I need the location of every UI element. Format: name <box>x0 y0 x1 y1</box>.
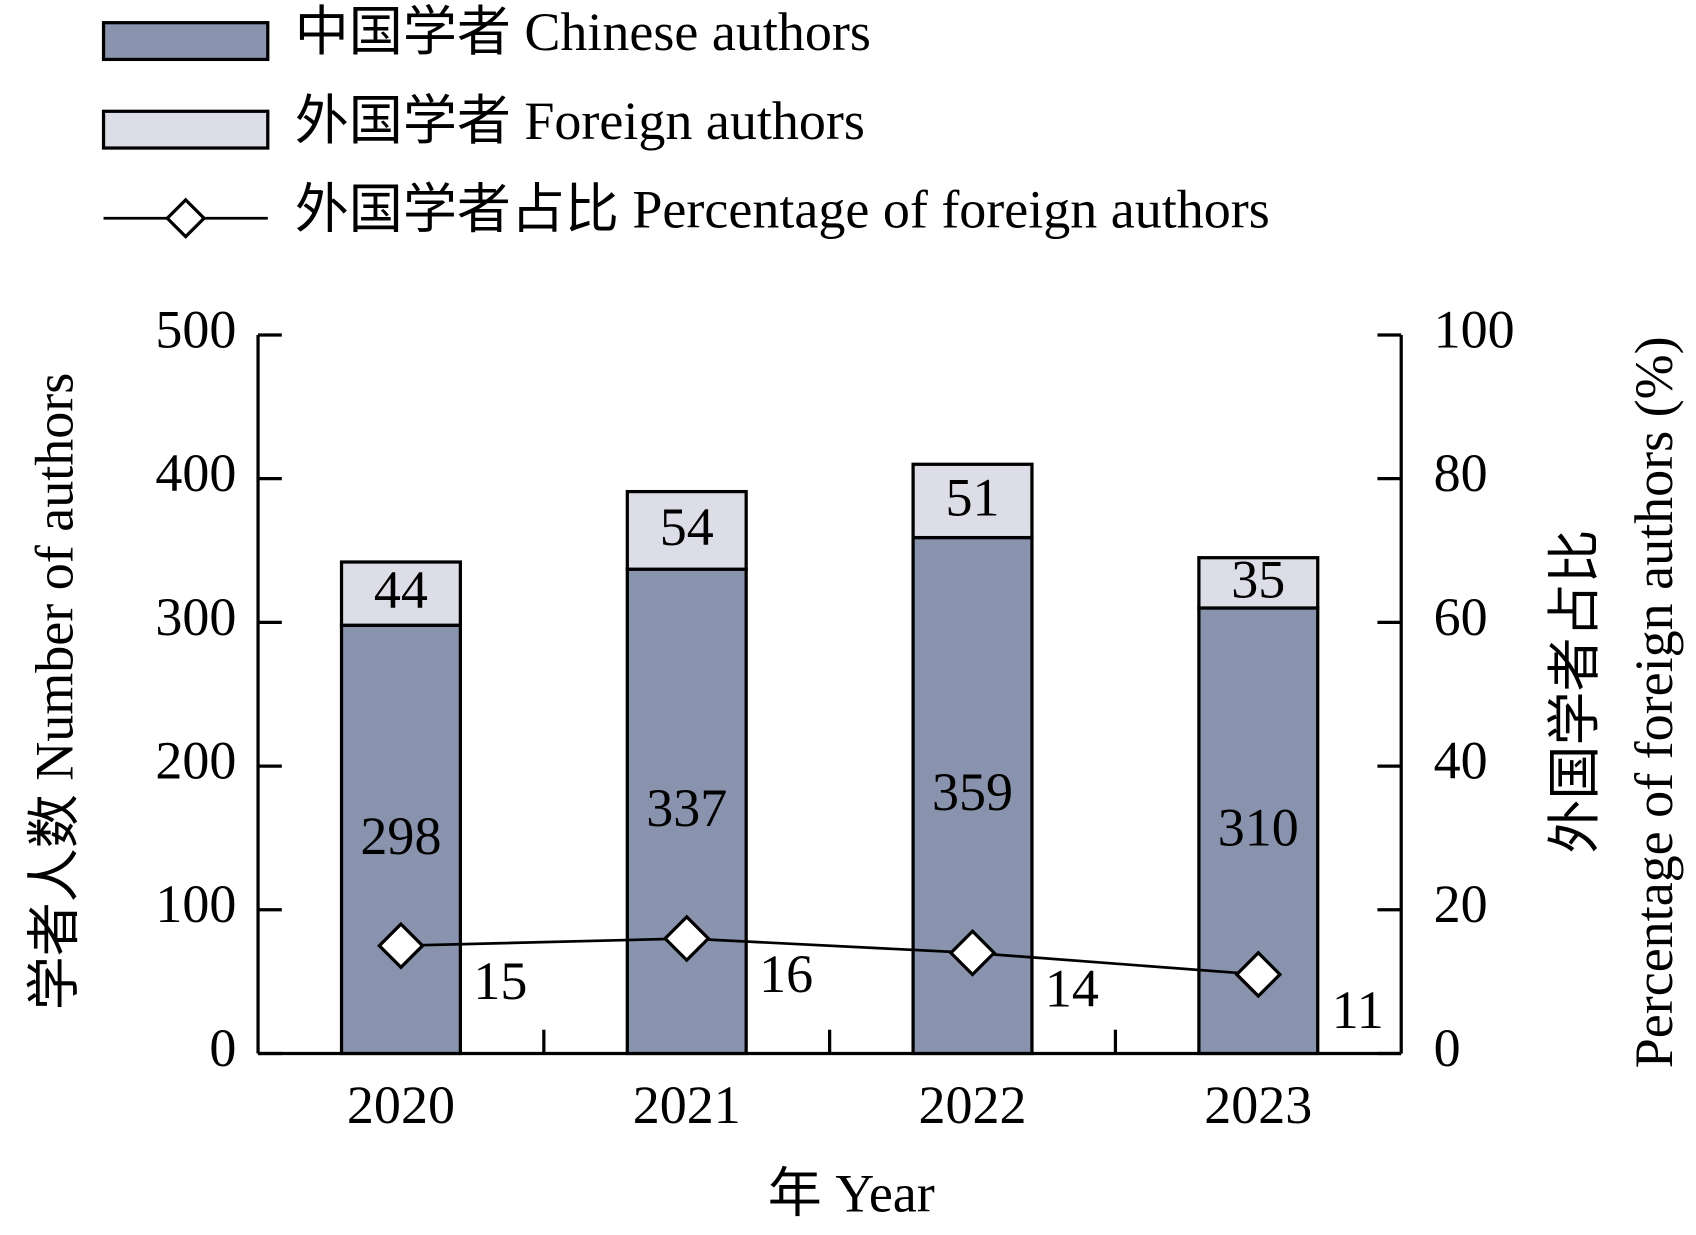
data-label: 337 <box>646 778 727 838</box>
y2-axis-label: 外国学者占比 <box>1545 529 1605 853</box>
bar-segment <box>911 462 1034 540</box>
y2-axis-label: Percentage of foreign authors (%) <box>1624 336 1684 1068</box>
y-axis-label: 学者人数 Number of authors <box>25 373 85 1011</box>
x-axis-label: 年 Year <box>768 1164 935 1224</box>
x-tick-label: 2020 <box>347 1075 455 1135</box>
data-label: 15 <box>473 951 527 1011</box>
marker <box>1234 950 1283 999</box>
y2-tick-label: 100 <box>1434 299 1515 359</box>
data-label: 11 <box>1332 980 1384 1040</box>
y2-tick-label: 20 <box>1434 874 1488 934</box>
y-tick-label: 300 <box>155 587 236 647</box>
x-tick-label: 2022 <box>919 1075 1027 1135</box>
line <box>400 937 1259 976</box>
x-tick-label: 2021 <box>633 1075 741 1135</box>
y2-tick-label: 0 <box>1434 1018 1461 1078</box>
y-tick-label: 0 <box>209 1018 236 1078</box>
y-tick-label: 200 <box>155 730 236 790</box>
data-label: 35 <box>1231 549 1285 609</box>
y2-tick-label: 60 <box>1434 587 1488 647</box>
bar-segment <box>625 489 748 571</box>
legend-swatch <box>101 109 270 150</box>
data-label: 14 <box>1045 958 1099 1018</box>
data-label: 44 <box>374 560 428 620</box>
legend-swatch <box>164 197 207 239</box>
data-label: 16 <box>759 944 813 1004</box>
data-label: 54 <box>660 497 714 557</box>
data-label: 298 <box>360 806 441 866</box>
y-tick-label: 500 <box>155 299 236 359</box>
data-label: 359 <box>932 762 1013 822</box>
y2-tick-label: 40 <box>1434 730 1488 790</box>
legend-swatch <box>101 21 270 62</box>
y-tick-label: 100 <box>155 874 236 934</box>
legend-label: 外国学者 Foreign authors <box>295 91 865 151</box>
marker <box>662 914 711 963</box>
x-tick-label: 2023 <box>1204 1075 1312 1135</box>
legend-label: 中国学者 Chinese authors <box>295 2 871 62</box>
marker <box>948 928 997 977</box>
bar-segment <box>339 560 462 627</box>
legend-label: 外国学者占比 Percentage of foreign authors <box>295 179 1270 239</box>
bar-segment <box>1197 556 1320 610</box>
marker <box>377 921 425 970</box>
y2-tick-label: 80 <box>1434 443 1488 503</box>
y-tick-label: 400 <box>155 443 236 503</box>
data-label: 310 <box>1218 797 1299 857</box>
data-label: 51 <box>946 467 1000 527</box>
